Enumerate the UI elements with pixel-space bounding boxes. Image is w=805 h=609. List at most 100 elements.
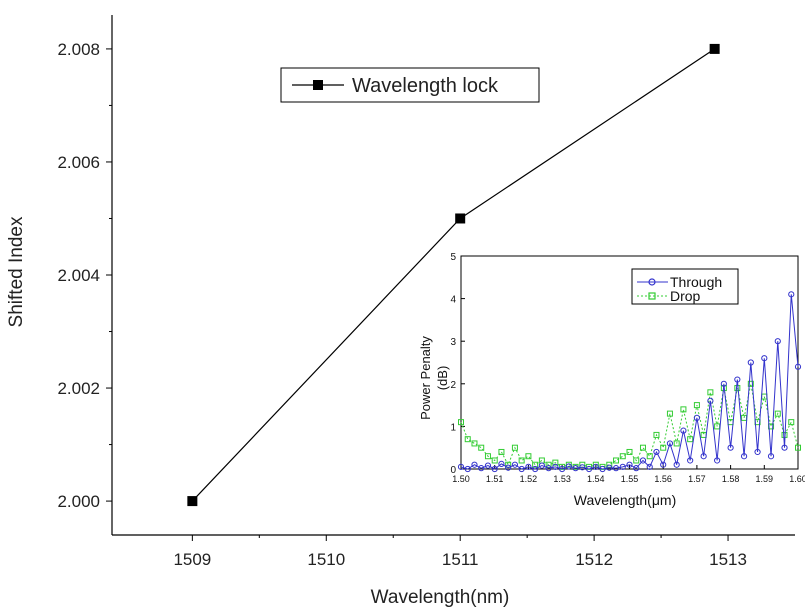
inset-drop-point: [491, 457, 498, 464]
inset-through-point: [781, 444, 788, 451]
inset-drop-point: [774, 410, 781, 417]
inset-drop-point: [613, 457, 620, 464]
inset-drop-point: [484, 453, 491, 460]
inset-x-tick-label: 1.60: [789, 474, 805, 484]
inset-through-point: [700, 453, 707, 460]
inset-through-point: [471, 461, 478, 468]
inset-legend-box: [631, 268, 739, 305]
main-x-tick-label: 1510: [307, 550, 345, 569]
inset-drop-point: [687, 436, 694, 443]
inset-drop-point: [478, 444, 485, 451]
inset-drop-point: [464, 436, 471, 443]
inset-through-point: [518, 465, 525, 473]
inset-drop-point: [666, 410, 673, 417]
inset-x-tick-label: 1.54: [587, 474, 605, 484]
inset-through-point: [761, 355, 768, 362]
inset-through-point: [559, 465, 566, 473]
inset-x-tick-label: 1.57: [688, 474, 706, 484]
inset-drop-point: [545, 461, 552, 468]
main-legend-label: Wavelength lock: [352, 75, 499, 97]
inset-drop-point: [680, 406, 687, 413]
inset-through-point: [525, 463, 532, 470]
inset-drop-point: [673, 440, 680, 447]
inset-through-point: [626, 461, 633, 468]
inset-x-tick-label: 1.51: [486, 474, 504, 484]
inset-through-point: [639, 457, 647, 464]
main-y-tick-label: 2.008: [57, 40, 100, 59]
inset-through-point: [484, 462, 492, 469]
main-y-tick-label: 2.000: [57, 492, 100, 511]
inset-x-tick-label: 1.55: [621, 474, 639, 484]
inset-x-tick-label: 1.59: [756, 474, 774, 484]
inset-through-point: [552, 463, 559, 470]
inset-through-point: [572, 465, 579, 472]
inset-through-point: [767, 453, 775, 460]
inset-drop-point: [532, 461, 539, 468]
inset-legend-through-marker: [648, 278, 656, 286]
inset-through-point: [747, 359, 754, 366]
inset-drop-point: [646, 453, 653, 460]
inset-through-point: [680, 427, 687, 434]
inset-y-axis-label: Power Penalty: [418, 336, 433, 420]
inset-drop-point: [633, 457, 640, 464]
inset-drop-point: [471, 440, 478, 447]
inset-through-point: [457, 463, 465, 470]
inset-y-tick-label: 2: [450, 380, 456, 391]
inset-through-point: [498, 460, 505, 467]
inset-legend: Through Drop: [631, 268, 739, 305]
main-data-point: [187, 496, 198, 507]
main-x-axis-label: Wavelength(nm): [371, 587, 510, 608]
inset-through-point: [612, 465, 620, 472]
inset-through-point: [538, 462, 545, 469]
inset-through-point: [727, 444, 734, 451]
inset-drop-point: [552, 459, 559, 466]
inset-legend-through-label: Through: [670, 274, 722, 290]
inset-y-axis-label-unit: (dB): [435, 366, 450, 391]
inset-through-point: [714, 457, 721, 464]
inset-x-tick-label: 1.58: [722, 474, 740, 484]
inset-through-point: [545, 465, 552, 472]
inset-drop-point: [660, 444, 667, 451]
inset-x-tick-label: 1.50: [452, 474, 470, 484]
main-y-axis-label: Shifted Index: [6, 216, 27, 327]
inset-through-point: [633, 465, 640, 472]
inset-through-point: [693, 414, 701, 421]
inset-through-point: [478, 465, 485, 472]
inset-through-point: [794, 363, 802, 370]
inset-drop-point: [747, 380, 754, 387]
inset-through-point: [592, 463, 599, 470]
inset-through-point: [660, 461, 667, 468]
inset-drop-point: [498, 448, 505, 455]
inset-drop-point: [707, 389, 714, 396]
inset-through-line: [460, 294, 799, 470]
main-legend-marker: [313, 80, 323, 90]
main-data-point: [455, 213, 466, 224]
inset-drop-point: [538, 457, 545, 464]
inset-through-point: [707, 397, 714, 404]
inset-legend-drop-label: Drop: [670, 288, 701, 304]
inset-y-axis-label-group: Power Penalty (dB): [418, 336, 450, 420]
inset-through-point: [511, 461, 519, 468]
inset-through-point: [720, 380, 727, 387]
inset-y-tick-label: 4: [450, 295, 456, 306]
inset-y-tick-label: 5: [450, 252, 456, 263]
inset-x-axis-label: Wavelength(μm): [574, 492, 676, 508]
inset-through-point: [653, 448, 660, 456]
inset-drop-point: [639, 444, 646, 451]
main-x-tick-label: 1511: [442, 550, 479, 569]
inset-through-point: [585, 465, 593, 473]
inset-drop-point: [693, 402, 700, 409]
inset-through-point: [491, 465, 498, 473]
inset-through-point: [788, 291, 795, 298]
inset-through-point: [740, 453, 748, 460]
inset-through-point: [565, 463, 572, 470]
inset-drop-point: [458, 419, 464, 426]
inset-through-point: [646, 463, 653, 470]
inset-through-point: [673, 461, 680, 468]
inset-x-tick-label: 1.52: [520, 474, 538, 484]
inset-through-point: [619, 463, 626, 470]
inset-y-tick-label: 3: [450, 337, 456, 348]
inset-y-tick-label: 0: [450, 465, 456, 476]
inset-through-point: [532, 465, 539, 473]
inset-drop-point: [525, 453, 532, 460]
